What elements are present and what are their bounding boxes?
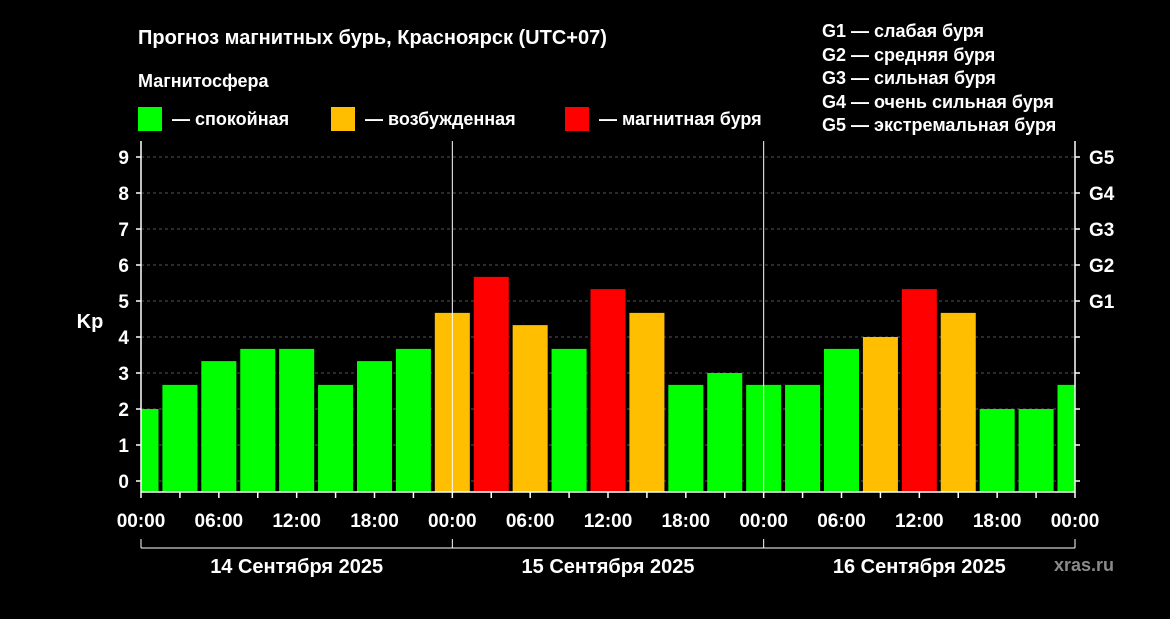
legend-label-storm: — магнитная буря — [599, 108, 762, 129]
x-tick-label-9: 06:00 — [817, 511, 866, 532]
day-label-2: 16 Сентября 2025 — [833, 556, 1006, 578]
legend-swatch-quiet — [138, 107, 162, 131]
storm-level-g1: G1 — слабая буря — [822, 21, 985, 41]
storm-level-legend: G1 — слабая буря G2 — средняя буря G3 — … — [822, 20, 1056, 138]
bar-13 — [629, 312, 665, 492]
legend-label-active: — возбужденная — [365, 108, 516, 129]
bar-23 — [1018, 409, 1054, 492]
bar-22 — [979, 409, 1015, 492]
bar-24 — [1057, 384, 1075, 492]
x-tick-label-10: 12:00 — [895, 511, 944, 532]
y-tick-label-7: 7 — [118, 220, 129, 241]
x-tick-label-11: 18:00 — [973, 511, 1022, 532]
bar-1 — [162, 384, 198, 492]
x-tick-label-5: 06:00 — [506, 511, 555, 532]
bar-6 — [356, 361, 393, 492]
storm-level-g3: G3 — сильная буря — [822, 68, 996, 88]
bar-20 — [901, 289, 937, 492]
right-axis-label-g3: G3 — [1089, 220, 1114, 241]
bar-2 — [201, 361, 237, 492]
bar-17 — [785, 384, 821, 492]
legend-item-storm: — магнитная буря — [565, 107, 762, 131]
y-tick-label-1: 1 — [118, 436, 129, 457]
x-tick-label-12: 00:00 — [1051, 511, 1100, 532]
legend-swatch-active — [331, 107, 355, 131]
y-tick-label-3: 3 — [118, 364, 129, 385]
day-label-0: 14 Сентября 2025 — [210, 556, 383, 578]
chart-title: Прогноз магнитных бурь, Красноярск (UTC+… — [138, 27, 607, 49]
bar-12 — [590, 289, 626, 492]
bar-10 — [512, 325, 548, 492]
x-tick-label-8: 00:00 — [739, 511, 788, 532]
x-tick-label-3: 18:00 — [350, 511, 399, 532]
bar-7 — [395, 348, 431, 492]
y-tick-label-4: 4 — [118, 328, 129, 349]
axes — [136, 141, 1080, 549]
magnetosphere-label: Магнитосфера — [138, 71, 269, 91]
x-tick-label-2: 12:00 — [272, 511, 321, 532]
bar-11 — [551, 348, 587, 492]
bar-14 — [668, 384, 704, 492]
bar-3 — [240, 348, 276, 492]
legend-label-quiet: — спокойная — [172, 108, 290, 129]
bar-4 — [279, 348, 315, 492]
bar-18 — [823, 348, 860, 492]
watermark: xras.ru — [1054, 555, 1115, 575]
bar-0 — [141, 409, 159, 492]
y-tick-label-5: 5 — [118, 292, 129, 313]
storm-level-g2: G2 — средняя буря — [822, 44, 996, 65]
x-tick-label-1: 06:00 — [195, 511, 244, 532]
y-tick-label-9: 9 — [118, 148, 129, 169]
y-tick-label-6: 6 — [118, 256, 129, 277]
bars — [141, 276, 1075, 492]
y-axis-title: Kp — [77, 311, 104, 333]
right-axis-label-g4: G4 — [1089, 184, 1115, 205]
legend-item-quiet: — спокойная — [138, 107, 289, 131]
right-axis-label-g2: G2 — [1089, 256, 1114, 277]
y-tick-label-8: 8 — [118, 184, 129, 205]
storm-level-g5: G5 — экстремальная буря — [822, 115, 1057, 135]
day-label-1: 15 Сентября 2025 — [522, 556, 695, 578]
right-axis-label-g5: G5 — [1089, 148, 1115, 169]
bar-5 — [318, 384, 354, 492]
x-tick-label-0: 00:00 — [117, 511, 166, 532]
x-tick-label-4: 00:00 — [428, 511, 477, 532]
x-tick-label-7: 18:00 — [662, 511, 711, 532]
right-axis-label-g1: G1 — [1089, 292, 1115, 313]
x-tick-label-6: 12:00 — [584, 511, 633, 532]
legend-item-active: — возбужденная — [331, 107, 516, 131]
legend-swatch-storm — [565, 107, 589, 131]
storm-level-g4: G4 — очень сильная буря — [822, 91, 1054, 112]
y-tick-label-0: 0 — [118, 472, 129, 493]
bar-21 — [940, 312, 976, 492]
bar-19 — [862, 337, 898, 492]
bar-15 — [707, 373, 743, 492]
axis-labels: 0 1 2 3 4 5 6 7 8 9 G1 G2 G3 G4 G5 Kp 00:00 06:00 12:00 18:… — [77, 148, 1115, 578]
y-tick-label-2: 2 — [118, 400, 129, 421]
bar-9 — [473, 276, 509, 492]
